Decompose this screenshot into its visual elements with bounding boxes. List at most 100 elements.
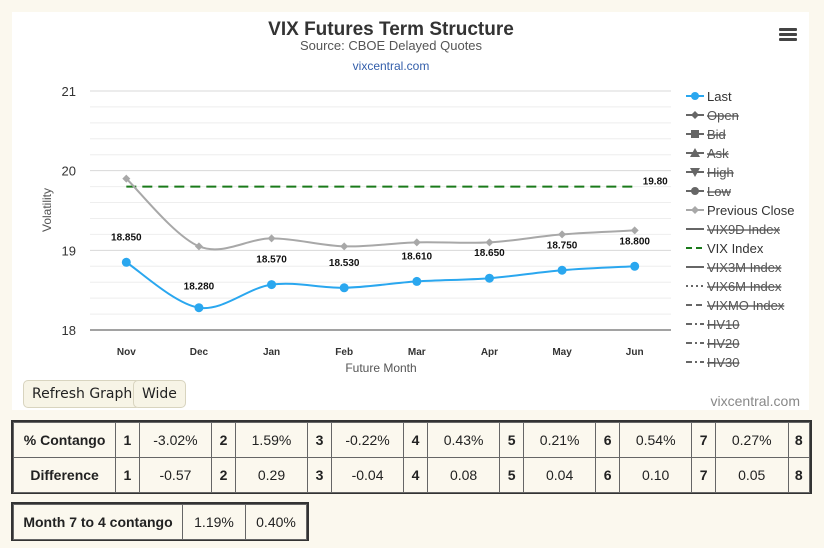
previous-close-point [558, 230, 567, 239]
chart-title: VIX Futures Term Structure [268, 19, 514, 40]
contango-month-number: 6 [595, 422, 620, 458]
contango-month-number: 3 [307, 457, 332, 493]
contango-month-number: 1 [115, 457, 140, 493]
previous-close-point [412, 238, 421, 247]
last-point [121, 257, 131, 267]
legend-item-vix9d-index[interactable]: VIX9D Index [707, 222, 780, 237]
contango-month-number: 2 [211, 422, 236, 458]
y-tick-label: 19 [62, 243, 76, 258]
x-tick-label: Jan [263, 347, 280, 358]
legend-item-hv20[interactable]: HV20 [707, 336, 740, 351]
legend-marker [691, 92, 699, 100]
contango-value: 0.27% [714, 422, 789, 458]
contango-month-number: 1 [115, 422, 140, 458]
legend-marker [690, 168, 700, 177]
previous-close-point [267, 234, 276, 243]
previous-close-point [630, 226, 639, 235]
last-point [194, 303, 204, 313]
chart-credit[interactable]: vixcentral.com [710, 393, 800, 409]
contango-value: -0.22% [330, 422, 405, 458]
last-point [267, 280, 277, 290]
x-axis-title: Future Month [345, 361, 416, 375]
last-point [630, 261, 640, 271]
contango-row-label: % Contango [12, 422, 117, 458]
last-data-label: 18.750 [547, 240, 578, 251]
month74-value2: 0.40% [245, 504, 307, 540]
last-data-label: 18.610 [402, 251, 433, 262]
contango-month-number: 2 [211, 457, 236, 493]
contango-month-number: 8 [787, 457, 810, 493]
legend-item-vix6m-index[interactable]: VIX6M Index [707, 279, 782, 294]
contango-value: 0.43% [426, 422, 501, 458]
legend-item-previous-close[interactable]: Previous Close [707, 203, 794, 218]
last-data-label: 18.280 [184, 282, 215, 293]
last-data-label: 18.570 [256, 255, 287, 266]
month74-value1: 1.19% [182, 504, 246, 540]
contango-value: 0.29 [234, 457, 309, 493]
previous-close-point [485, 238, 494, 247]
last-point [484, 273, 494, 283]
legend-item-bid[interactable]: Bid [707, 127, 726, 142]
x-tick-label: Dec [190, 347, 209, 358]
legend-marker [691, 206, 699, 214]
previous-close-point [340, 242, 349, 251]
contango-value: -0.04 [330, 457, 405, 493]
chart-link: vixcentral.com [353, 59, 430, 73]
legend-marker [691, 187, 699, 195]
legend-item-low[interactable]: Low [707, 184, 731, 199]
legend-item-last[interactable]: Last [707, 89, 732, 104]
month74-frame: Month 7 to 4 contango 1.19% 0.40% [11, 502, 309, 541]
chart-subtitle: Source: CBOE Delayed Quotes [300, 38, 483, 53]
contango-value: 0.10 [618, 457, 693, 493]
contango-month-number: 7 [691, 422, 716, 458]
contango-month-number: 7 [691, 457, 716, 493]
x-tick-label: Mar [408, 347, 426, 358]
contango-month-number: 5 [499, 422, 524, 458]
contango-month-number: 5 [499, 457, 524, 493]
legend-item-open[interactable]: Open [707, 108, 739, 123]
legend-marker [691, 111, 699, 119]
contango-month-number: 8 [787, 422, 810, 458]
last-data-label: 18.530 [329, 258, 360, 269]
last-data-label: 18.800 [619, 236, 650, 247]
contango-value: 0.54% [618, 422, 693, 458]
last-data-label: 18.850 [111, 232, 142, 243]
legend-item-vix-index[interactable]: VIX Index [707, 241, 764, 256]
previous-close-point [194, 242, 203, 251]
contango-value: 0.21% [522, 422, 597, 458]
series-previous-close-line [125, 177, 635, 251]
contango-value: 0.04 [522, 457, 597, 493]
contango-value: -3.02% [138, 422, 213, 458]
refresh-graph-button[interactable]: Refresh Graph [23, 380, 142, 408]
menu-icon[interactable] [779, 28, 797, 42]
legend-item-ask[interactable]: Ask [707, 146, 729, 161]
contango-month-number: 3 [307, 422, 332, 458]
y-tick-label: 18 [62, 323, 76, 338]
x-tick-label: Jun [626, 347, 644, 358]
x-tick-label: May [552, 347, 572, 358]
wide-button[interactable]: Wide [133, 380, 186, 408]
y-tick-label: 20 [62, 164, 76, 179]
contango-month-number: 4 [403, 422, 428, 458]
contango-month-number: 6 [595, 457, 620, 493]
vix-index-label: 19.80 [643, 177, 668, 188]
contango-value: -0.57 [138, 457, 213, 493]
contango-month-number: 4 [403, 457, 428, 493]
contango-value: 0.08 [426, 457, 501, 493]
legend-item-high[interactable]: High [707, 165, 734, 180]
x-tick-label: Apr [481, 347, 498, 358]
month74-label: Month 7 to 4 contango [13, 504, 183, 540]
legend-item-vix3m-index[interactable]: VIX3M Index [707, 260, 782, 275]
contango-row: Difference 1 -0.57 2 0.29 3 -0.04 4 0.08 5 0.04 6 0.… [12, 457, 810, 493]
contango-value: 0.05 [714, 457, 789, 493]
last-point [557, 265, 567, 275]
last-data-label: 18.650 [474, 248, 505, 259]
contango-row: % Contango 1 -3.02% 2 1.59% 3 -0.22% 4 0.43% 5 0.2… [12, 422, 810, 458]
legend-marker [691, 130, 699, 138]
previous-close-point [122, 174, 131, 183]
legend-item-hv10[interactable]: HV10 [707, 317, 740, 332]
y-axis-title: Volatility [40, 188, 54, 232]
legend-item-hv30[interactable]: HV30 [707, 355, 740, 370]
legend-item-vixmo-index[interactable]: VIXMO Index [707, 298, 785, 313]
